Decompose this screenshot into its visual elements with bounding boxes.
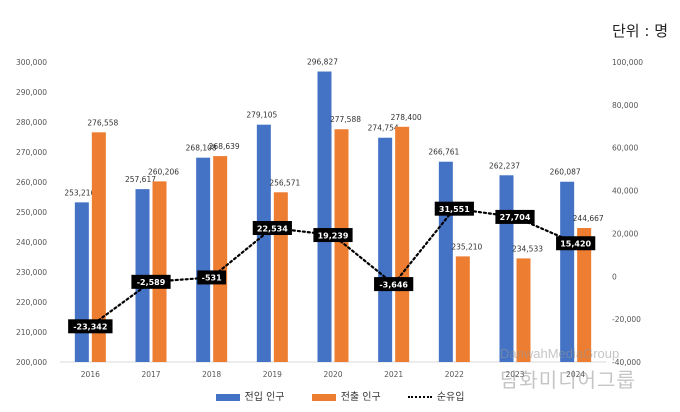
bar-outflow-label: 268,639 [209,142,240,151]
bar-outflow [516,258,531,362]
y-left-tick-label: 240,000 [16,238,47,247]
x-tick-label: 2024 [566,370,585,379]
bar-inflow [438,161,453,362]
net-inflow-label-box [197,270,227,285]
y-left-tick-label: 230,000 [16,268,47,277]
x-tick-label: 2020 [323,370,342,379]
net-inflow-label: -2,589 [137,278,166,287]
net-inflow-label: -3,646 [379,280,408,289]
legend-item-outflow: 전출 인구 [311,388,381,403]
y-right-tick-label: 100,000 [612,58,643,67]
x-tick-label: 2023 [505,370,524,379]
net-inflow-label-box [495,209,535,224]
y-left-tick-label: 220,000 [16,298,47,307]
x-tick-label: 2019 [263,370,282,379]
y-right-tick-label: 20,000 [612,229,638,238]
bar-inflow-label: 279,105 [246,111,277,120]
net-inflow-label: 27,704 [500,213,531,222]
net-inflow-label-box [252,220,292,235]
y-right-tick-label: 40,000 [612,187,638,196]
bar-outflow [577,227,592,362]
y-left-tick-label: 210,000 [16,328,47,337]
net-inflow-label-box [556,236,596,251]
legend-item-net: 순유입 [407,388,465,403]
bar-outflow [395,126,410,362]
bar-outflow-label: 277,588 [330,115,361,124]
legend: 전입 인구 전출 인구 순유입 [0,388,680,403]
y-right-tick-label: 60,000 [612,144,638,153]
unit-label: 단위 : 명 [612,22,668,40]
bar-outflow-label: 256,571 [269,178,300,187]
net-inflow-label-box [374,277,414,292]
legend-item-inflow: 전입 인구 [215,388,285,403]
y-left-tick-label: 290,000 [16,88,47,97]
y-left-tick-label: 280,000 [16,118,47,127]
bar-outflow [334,129,349,362]
bar-inflow [256,124,271,362]
bar-outflow-label: 235,210 [451,242,482,251]
watermark-english: DanwahMediaGroup [500,346,620,361]
bar-inflow-label: 296,827 [307,58,338,67]
y-right-tick-label: -40,000 [612,358,641,367]
bar-outflow [152,181,167,362]
y-left-tick-label: 200,000 [16,358,47,367]
net-inflow-label-box [68,319,113,334]
bar-inflow-label: 262,237 [489,161,520,170]
legend-label-inflow: 전입 인구 [244,392,285,403]
bar-outflow [455,256,470,362]
y-right-tick-label: -20,000 [612,315,641,324]
legend-label-outflow: 전출 인구 [340,392,381,403]
legend-swatch-outflow [311,393,336,401]
legend-label-net: 순유입 [436,392,465,403]
bar-outflow-label: 276,558 [87,118,118,127]
bar-outflow-label: 260,206 [148,167,179,176]
net-inflow-label: -23,342 [73,323,107,332]
y-left-tick-label: 300,000 [16,58,47,67]
bar-outflow-label: 278,400 [391,113,422,122]
x-tick-label: 2018 [202,370,221,379]
bar-inflow [74,202,89,362]
bar-inflow-label: 253,216 [64,188,95,197]
bar-outflow [213,156,228,362]
bar-outflow [91,132,106,362]
net-inflow-label: 22,534 [257,224,288,233]
watermark-korean: 담화미디어그룹 [500,368,636,392]
bar-outflow [273,192,288,362]
bar-inflow [317,71,332,363]
bar-inflow-label: 266,761 [428,148,459,157]
bar-inflow [560,181,575,362]
x-tick-label: 2022 [445,370,464,379]
y-right-tick-label: 0 [612,272,617,281]
legend-swatch-net [407,396,432,398]
bar-inflow [499,175,514,362]
bar-inflow-label: 268,108 [186,144,217,153]
y-left-tick-label: 250,000 [16,208,47,217]
net-inflow-label: -531 [202,274,222,283]
net-inflow-label-box [434,201,474,216]
bar-inflow-label: 260,087 [550,168,581,177]
net-inflow-label: 31,551 [439,205,470,214]
y-right-tick-label: 80,000 [612,101,638,110]
bar-inflow [196,157,211,362]
bar-outflow-label: 234,533 [512,244,543,253]
bar-inflow-label: 257,617 [125,175,156,184]
net-inflow-label-box [131,274,171,289]
y-left-tick-label: 260,000 [16,178,47,187]
net-inflow-label-box [313,228,353,243]
legend-swatch-inflow [215,393,240,401]
x-tick-label: 2016 [81,370,100,379]
y-left-tick-label: 270,000 [16,148,47,157]
x-tick-label: 2017 [141,370,160,379]
bar-outflow-label: 244,667 [573,214,604,223]
bar-inflow-label: 274,754 [368,124,399,133]
x-tick-label: 2021 [384,370,403,379]
net-inflow-label: 15,420 [560,240,591,249]
bar-inflow [378,137,393,362]
net-inflow-label: 19,239 [318,231,349,240]
